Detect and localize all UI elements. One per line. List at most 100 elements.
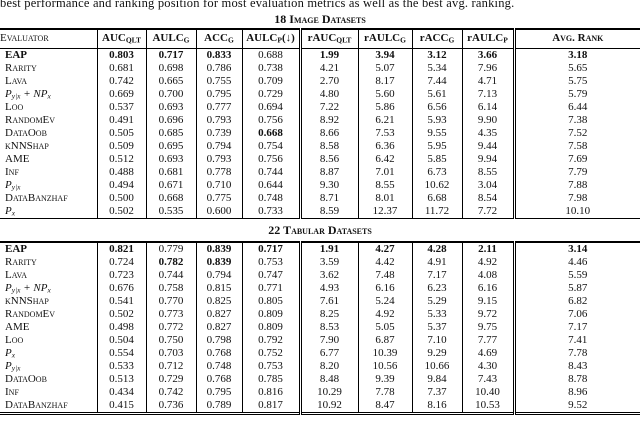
value-cell: 0.778: [195, 166, 242, 179]
value-cell: 3.59: [298, 256, 358, 269]
value-cell: 10.10: [512, 205, 640, 219]
value-cell: 0.541: [96, 295, 146, 308]
image-datasets-rows: EAP 0.803 0.717 0.833 0.688 1.99 3.94 3.12 3.66 3…: [0, 48, 640, 219]
value-cell: 8.48: [298, 373, 358, 386]
value-cell: 3.04: [461, 179, 514, 192]
value-cell: 0.668: [241, 127, 300, 140]
value-cell: 0.505: [96, 127, 146, 140]
table-row: Loo 0.537 0.693 0.777 0.694 7.22 5.86 6.56 6.14 6…: [0, 101, 640, 114]
value-cell: 0.756: [241, 114, 300, 127]
value-cell: 0.513: [96, 373, 146, 386]
value-cell: 10.53: [461, 399, 514, 414]
value-cell: 0.712: [145, 360, 196, 373]
value-cell: 3.94: [357, 48, 412, 62]
value-cell: 7.98: [512, 192, 640, 205]
value-cell: 6.73: [411, 166, 462, 179]
value-cell: 0.733: [241, 205, 300, 219]
value-cell: 0.770: [145, 295, 196, 308]
evaluator-label: Lava: [5, 75, 27, 87]
table-row: Loo 0.504 0.750 0.798 0.792 7.90 6.87 7.10 7.77 7…: [0, 334, 640, 347]
value-cell: 7.90: [298, 334, 358, 347]
value-cell: 4.35: [461, 127, 514, 140]
value-cell: 0.695: [145, 140, 196, 153]
value-cell: 0.703: [145, 347, 196, 360]
value-cell: 0.794: [195, 269, 242, 282]
value-cell: 5.24: [357, 295, 412, 308]
value-cell: 0.742: [145, 386, 196, 399]
value-cell: 0.815: [195, 282, 242, 295]
value-cell: 5.85: [411, 153, 462, 166]
value-cell: 6.16: [461, 282, 514, 295]
value-cell: 0.700: [145, 88, 196, 101]
value-cell: 0.502: [96, 205, 146, 219]
table-row: Px 0.502 0.535 0.600 0.733 8.59 12.37 11.72 7.72…: [0, 205, 640, 219]
value-cell: 0.676: [96, 282, 146, 295]
column-header-raulc-p: rAULCP: [461, 29, 514, 49]
table-row: Rarity 0.724 0.782 0.839 0.753 3.59 4.42 4.91 4.…: [0, 256, 640, 269]
value-cell: 5.65: [512, 62, 640, 75]
value-cell: 8.55: [357, 179, 412, 192]
value-cell: 5.07: [357, 62, 412, 75]
value-cell: 3.66: [461, 48, 514, 62]
value-cell: 9.75: [461, 321, 514, 334]
value-cell: 0.833: [195, 48, 242, 62]
column-header-auc-qlt: AUCQLT: [96, 29, 146, 49]
value-cell: 7.41: [512, 334, 640, 347]
value-cell: 6.23: [411, 282, 462, 295]
value-cell: 5.37: [411, 321, 462, 334]
value-cell: 10.39: [357, 347, 412, 360]
results-table: 18 Image Datasets Evaluator AUCQLT AULCG…: [0, 11, 640, 415]
value-cell: 0.789: [195, 399, 242, 414]
value-cell: 7.17: [411, 269, 462, 282]
value-cell: 8.16: [411, 399, 462, 414]
value-cell: 10.66: [411, 360, 462, 373]
value-cell: 0.739: [195, 127, 242, 140]
table-row: DataOob 0.505 0.685 0.739 0.668 8.66 7.53 9.55 4…: [0, 127, 640, 140]
value-cell: 6.36: [357, 140, 412, 153]
value-cell: 2.70: [298, 75, 358, 88]
value-cell: 8.25: [298, 308, 358, 321]
value-cell: 0.717: [241, 242, 300, 256]
value-cell: 5.75: [512, 75, 640, 88]
value-cell: 7.61: [298, 295, 358, 308]
evaluator-label: DataOob: [5, 373, 47, 385]
value-cell: 5.79: [512, 88, 640, 101]
value-cell: 7.78: [357, 386, 412, 399]
value-cell: 4.30: [461, 360, 514, 373]
value-cell: 4.91: [411, 256, 462, 269]
value-cell: 4.80: [298, 88, 358, 101]
value-cell: 0.777: [195, 101, 242, 114]
value-cell: 0.671: [145, 179, 196, 192]
value-cell: 0.644: [241, 179, 300, 192]
value-cell: 0.805: [241, 295, 300, 308]
value-cell: 5.05: [357, 321, 412, 334]
value-cell: 0.773: [145, 308, 196, 321]
value-cell: 0.533: [96, 360, 146, 373]
evaluator-label: AME: [5, 153, 30, 165]
section-title: 22 Tabular Datasets: [0, 218, 640, 243]
value-cell: 7.06: [512, 308, 640, 321]
value-cell: 0.756: [241, 153, 300, 166]
evaluator-label: DataBanzhaf: [5, 399, 68, 411]
value-cell: 0.793: [195, 114, 242, 127]
column-header-racc-g: rACCG: [411, 29, 462, 49]
value-cell: 3.14: [512, 242, 640, 256]
value-cell: 0.755: [195, 75, 242, 88]
value-cell: 4.69: [461, 347, 514, 360]
value-cell: 0.512: [96, 153, 146, 166]
value-cell: 0.681: [145, 166, 196, 179]
page-caption-clipped: best performance and ranking position fo…: [0, 0, 640, 11]
value-cell: 0.736: [145, 399, 196, 414]
section-title-row: 22 Tabular Datasets: [0, 218, 640, 243]
value-cell: 7.88: [512, 179, 640, 192]
value-cell: 5.29: [411, 295, 462, 308]
value-cell: 0.794: [195, 140, 242, 153]
value-cell: 0.535: [145, 205, 196, 219]
column-header-row: Evaluator AUCQLT AULCG ACCG AULCP(↓) rAU…: [0, 29, 640, 49]
value-cell: 4.08: [461, 269, 514, 282]
value-cell: 8.58: [298, 140, 358, 153]
column-header-avg-rank: Avg. Rank: [512, 29, 640, 49]
section-title: 18 Image Datasets: [0, 11, 640, 30]
value-cell: 8.43: [512, 360, 640, 373]
value-cell: 7.77: [461, 334, 514, 347]
